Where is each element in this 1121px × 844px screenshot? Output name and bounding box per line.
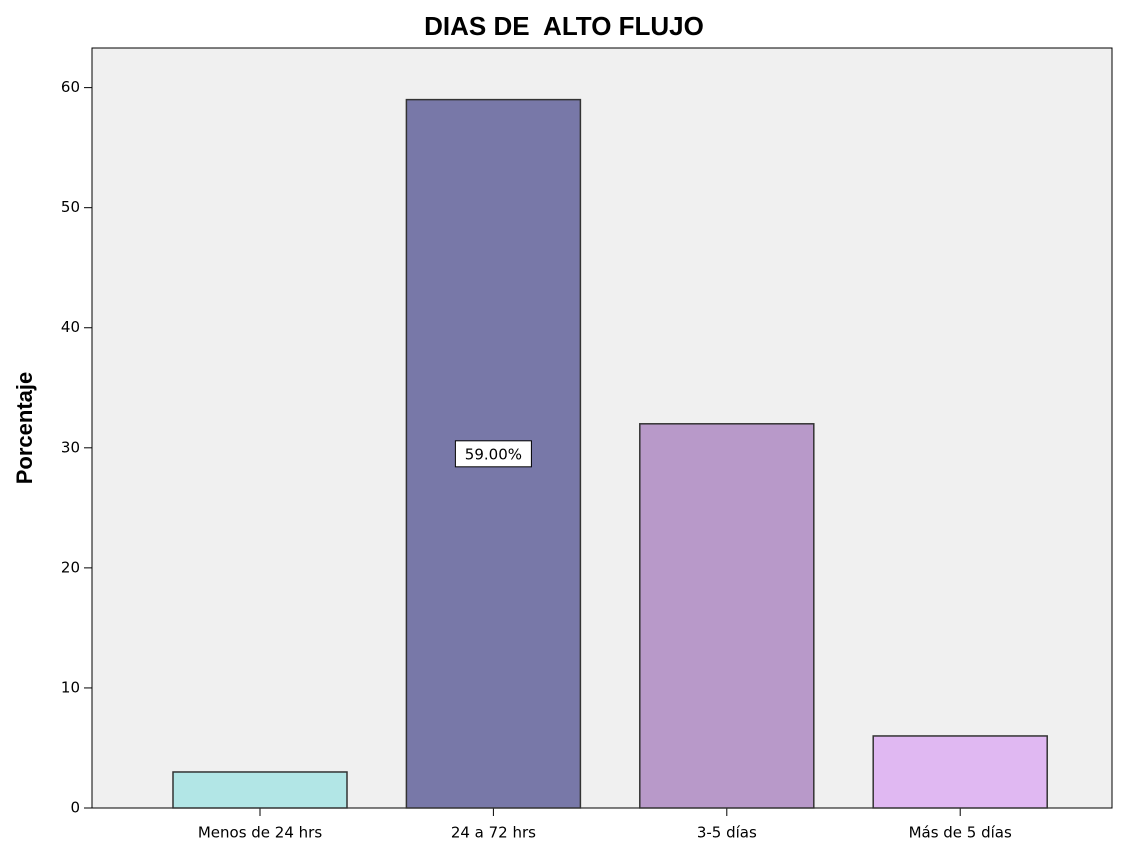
x-tick-label: Menos de 24 hrs (198, 824, 322, 842)
bar (872, 735, 1048, 809)
y-tick-label: 50 (61, 198, 80, 216)
y-axis-label: Porcentaje (12, 372, 37, 485)
x-tick-label: 3-5 días (697, 824, 757, 842)
bar (172, 771, 348, 809)
x-tick-label: Más de 5 días (909, 824, 1012, 842)
value-label: 59.00% (465, 445, 522, 463)
y-tick-label: 40 (61, 318, 80, 336)
y-tick-label: 0 (70, 799, 80, 817)
y-tick-label: 20 (61, 558, 80, 576)
bar (405, 98, 582, 809)
y-tick-label: 60 (61, 78, 80, 96)
y-tick-label: 30 (61, 438, 80, 456)
bar (639, 423, 815, 809)
chart-title: DIAS DE ALTO FLUJO (424, 11, 704, 41)
x-tick-label: 24 a 72 hrs (451, 824, 536, 842)
y-tick-label: 10 (61, 678, 80, 696)
plot-area (91, 47, 1113, 809)
value-label-box (454, 440, 532, 468)
